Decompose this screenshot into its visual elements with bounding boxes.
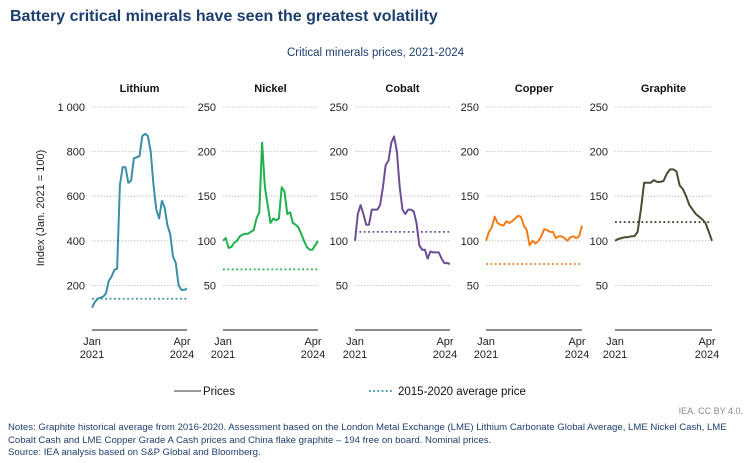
panel-title-lithium: Lithium [120, 83, 160, 95]
price-line-cobalt [354, 135, 451, 265]
x-tick-label: 2021 [343, 349, 367, 361]
x-tick-label: 2024 [170, 349, 194, 361]
y-tick-label: 200 [198, 147, 216, 159]
x-tick-label: Apr [436, 336, 453, 348]
x-tick-label: Jan [346, 336, 364, 348]
y-tick-label: 250 [198, 102, 216, 114]
source-text: Source: IEA analysis based on S&P Global… [8, 447, 261, 458]
x-tick-label: Jan [83, 336, 101, 348]
panel-title-nickel: Nickel [254, 83, 286, 95]
x-tick-label: Jan [477, 336, 495, 348]
price-line-graphite [614, 168, 713, 242]
notes-text: Notes: Graphite historical average from … [8, 422, 727, 446]
y-tick-label: 50 [467, 280, 479, 292]
x-tick-label: 2024 [433, 349, 457, 361]
x-tick-label: Apr [698, 336, 715, 348]
legend-average-label: 2015-2020 average price [398, 386, 526, 398]
figure-title: Battery critical minerals have seen the … [10, 8, 438, 25]
panel-title-copper: Copper [515, 83, 554, 95]
x-tick-label: 2021 [603, 349, 627, 361]
y-tick-label: 200 [590, 147, 608, 159]
y-tick-label: 400 [67, 236, 85, 248]
y-tick-label: 600 [67, 191, 85, 203]
y-tick-label: 250 [590, 102, 608, 114]
y-tick-label: 100 [330, 236, 348, 248]
panel-title-cobalt: Cobalt [385, 83, 420, 95]
x-tick-label: 2024 [301, 349, 325, 361]
y-tick-label: 100 [461, 236, 479, 248]
x-tick-label: 2021 [211, 349, 235, 361]
y-tick-label: 150 [198, 191, 216, 203]
y-tick-label: 200 [67, 280, 85, 292]
x-tick-label: 2021 [80, 349, 104, 361]
x-tick-label: Jan [606, 336, 624, 348]
y-tick-label: 100 [590, 236, 608, 248]
y-axis-label: Index (Jan. 2021 = 100) [35, 150, 47, 267]
y-tick-label: 200 [330, 147, 348, 159]
y-tick-label: 1 000 [57, 102, 85, 114]
y-tick-label: 800 [67, 147, 85, 159]
x-tick-label: Apr [173, 336, 190, 348]
chart-svg: Index (Jan. 2021 = 100) Lithium 200 400 600 8… [35, 83, 719, 398]
notes-block: Notes: Graphite historical average from … [8, 422, 748, 460]
y-tick-label: 250 [330, 102, 348, 114]
y-tick-label: 150 [461, 191, 479, 203]
price-line-copper [485, 214, 583, 247]
x-tick-label: 2024 [695, 349, 719, 361]
price-line-lithium [91, 132, 188, 309]
y-tick-label: 250 [461, 102, 479, 114]
legend-prices-label: Prices [203, 386, 235, 398]
y-tick-label: 150 [590, 191, 608, 203]
y-tick-label: 50 [596, 280, 608, 292]
x-tick-label: Apr [304, 336, 321, 348]
x-tick-label: 2024 [565, 349, 589, 361]
credit: IEA. CC BY 4.0. [678, 406, 743, 416]
panel-title-graphite: Graphite [641, 83, 686, 95]
y-tick-label: 100 [198, 236, 216, 248]
x-tick-label: Apr [568, 336, 585, 348]
x-tick-label: 2021 [474, 349, 498, 361]
price-line-nickel [222, 141, 319, 251]
chart-subtitle: Critical minerals prices, 2021-2024 [286, 47, 465, 59]
y-tick-label: 150 [330, 191, 348, 203]
x-tick-label: Jan [214, 336, 232, 348]
y-tick-label: 50 [204, 280, 216, 292]
y-tick-label: 50 [336, 280, 348, 292]
y-tick-label: 200 [461, 147, 479, 159]
